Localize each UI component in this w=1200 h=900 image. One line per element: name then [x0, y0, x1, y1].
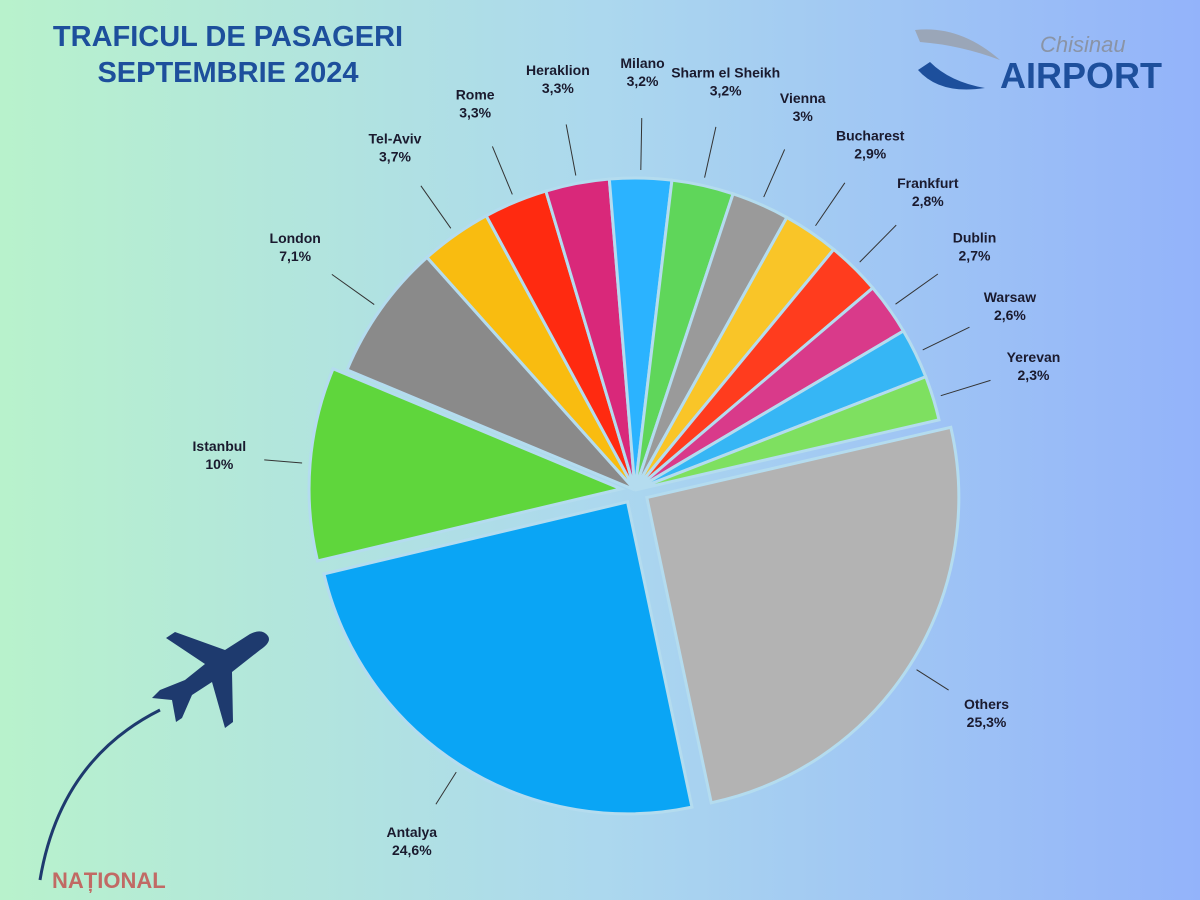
slice-value-label: 2,8%	[912, 193, 944, 209]
leader-line	[763, 149, 786, 198]
watermark: NAȚIONAL	[52, 868, 166, 893]
slice-label: Istanbul	[193, 438, 247, 454]
leader-line	[922, 326, 970, 351]
slice-label: Vienna	[780, 90, 826, 106]
leader-line	[940, 379, 991, 397]
pie-slice	[634, 374, 941, 492]
leader-line	[435, 771, 457, 805]
slice-value-label: 25,3%	[967, 714, 1007, 730]
slice-label: Others	[964, 696, 1009, 712]
slice-value-label: 3,2%	[710, 83, 742, 99]
chart-subtitle: SEPTEMBRIE 2024	[97, 57, 358, 89]
chart-title: TRAFICUL DE PASAGERI	[53, 21, 403, 53]
slice-label: Sharm el Sheikh	[671, 65, 780, 81]
slice-label: Frankfurt	[897, 175, 959, 191]
slice-label: Antalya	[387, 824, 438, 840]
logo: Chisinau AIRPORT	[915, 29, 1162, 96]
slice-label: Dublin	[953, 230, 997, 246]
slice-label: Warsaw	[984, 289, 1037, 305]
leader-line	[895, 273, 939, 305]
pie-slice	[307, 366, 626, 563]
flight-trail	[38, 708, 161, 881]
leader-line	[264, 459, 303, 464]
leader-line	[565, 124, 577, 176]
slice-label: Rome	[456, 87, 495, 103]
leader-line	[916, 669, 949, 691]
slice-value-label: 3%	[793, 108, 814, 124]
slice-label: Tel-Aviv	[369, 131, 422, 147]
airplane-icon	[152, 631, 269, 728]
logo-text: AIRPORT	[1000, 55, 1162, 96]
pie-slice	[322, 500, 694, 816]
leader-line	[815, 182, 846, 227]
slice-value-label: 3,3%	[542, 80, 574, 96]
leader-line	[859, 224, 897, 263]
airplane	[38, 631, 269, 881]
logo-hand	[918, 62, 985, 90]
logo-text: Chisinau	[1040, 32, 1126, 57]
slice-label: Yerevan	[1007, 349, 1061, 365]
slice-label: Heraklion	[526, 62, 590, 78]
slice-value-label: 2,6%	[994, 307, 1026, 323]
slice-value-label: 7,1%	[279, 248, 311, 264]
pie-slice	[345, 255, 637, 492]
slice-value-label: 3,2%	[627, 73, 659, 89]
slice-value-label: 10%	[205, 456, 234, 472]
slice-value-label: 2,3%	[1018, 367, 1050, 383]
pie-slice	[645, 425, 961, 805]
slice-label: London	[270, 230, 321, 246]
leader-line	[331, 273, 375, 305]
leader-line	[640, 118, 643, 171]
slice-label: Bucharest	[836, 127, 905, 143]
logo-wing	[915, 29, 1000, 60]
leader-line	[420, 185, 452, 229]
slice-value-label: 3,3%	[459, 105, 491, 121]
leader-line	[704, 126, 717, 178]
slice-value-label: 3,7%	[379, 149, 411, 165]
slice-value-label: 2,9%	[854, 145, 886, 161]
slice-value-label: 24,6%	[392, 842, 432, 858]
slice-value-label: 2,7%	[959, 248, 991, 264]
leader-line	[491, 146, 513, 195]
slice-label: Milano	[620, 55, 664, 71]
